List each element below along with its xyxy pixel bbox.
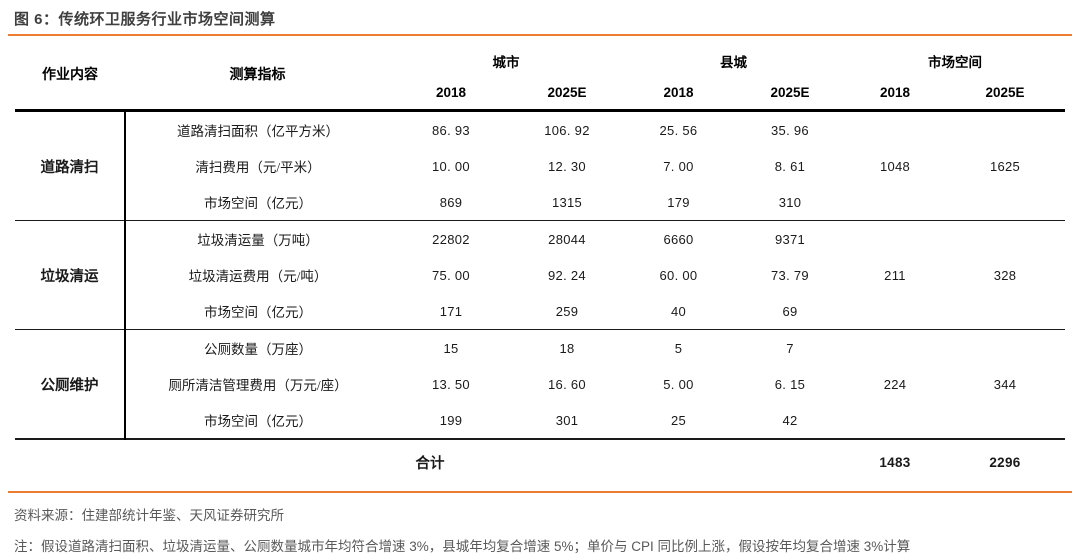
market-space-2025-cell: 328 bbox=[945, 220, 1065, 330]
value-cell: 40 bbox=[670, 303, 687, 319]
section-garbage-removal: 垃圾清运 垃圾清运量（万吨） 22802 28044 6660 9371 211… bbox=[15, 220, 1065, 330]
value-cell: 73. 79 bbox=[771, 267, 809, 283]
market-space-2018-cell: 211 bbox=[845, 220, 945, 330]
indicator-cell: 道路清扫面积（亿平方米） bbox=[177, 124, 339, 139]
value-cell: 5 bbox=[622, 329, 735, 366]
value-cell: 171 bbox=[439, 303, 463, 319]
header-group-county: 县城 bbox=[720, 55, 747, 70]
table-row: 市场空间（亿元） 199 301 25 42 bbox=[15, 402, 1065, 439]
value-cell: 12. 30 bbox=[548, 158, 586, 174]
value-cell: 6. 15 bbox=[774, 376, 806, 392]
value-cell: 5. 00 bbox=[663, 376, 694, 392]
value-cell: 7. 00 bbox=[663, 158, 694, 174]
indicator-cell: 垃圾清运量（万吨） bbox=[125, 220, 390, 257]
table-row: 公厕维护 公厕数量（万座） 15 18 5 7 224 344 bbox=[15, 329, 1065, 439]
value-cell: 9371 bbox=[735, 220, 845, 257]
value-cell: 199 bbox=[439, 412, 463, 428]
market-space-2025-cell: 1625 bbox=[989, 158, 1021, 174]
header-city-2018: 2018 bbox=[390, 76, 512, 112]
value-cell: 28044 bbox=[512, 220, 622, 257]
header-county-2025e: 2025E bbox=[735, 76, 845, 112]
value-cell: 86. 93 bbox=[432, 122, 470, 138]
value-cell: 179 bbox=[667, 194, 690, 210]
market-space-table: 作业内容 测算指标 城市 县城 市场空间 2018 2025E 2018 202… bbox=[15, 38, 1065, 485]
header-market-2018: 2018 bbox=[845, 76, 945, 112]
header-city-2025e: 2025E bbox=[512, 76, 622, 112]
section-public-toilet-maintenance: 公厕维护 公厕数量（万座） 15 18 5 7 224 344 厕所清洁管理费用… bbox=[15, 329, 1065, 439]
header-job-content: 作业内容 bbox=[15, 38, 125, 112]
value-cell: 13. 50 bbox=[432, 376, 470, 392]
value-cell: 25 bbox=[670, 412, 687, 428]
indicator-cell: 垃圾清运费用（元/吨） bbox=[188, 269, 328, 284]
header-indicator: 测算指标 bbox=[125, 38, 390, 112]
header-group-city: 城市 bbox=[492, 55, 520, 70]
market-space-2018-cell: 224 bbox=[845, 329, 945, 439]
value-cell: 7 bbox=[735, 329, 845, 366]
value-cell: 8. 61 bbox=[774, 158, 806, 174]
value-cell: 18 bbox=[512, 329, 622, 366]
table-row: 道路清扫 道路清扫面积（亿平方米） 86. 93 106. 92 25. 56 … bbox=[15, 110, 1065, 221]
value-cell: 259 bbox=[555, 303, 579, 319]
total-label: 合计 bbox=[15, 438, 845, 485]
value-cell: 25. 56 bbox=[659, 122, 698, 138]
value-cell: 310 bbox=[778, 194, 802, 210]
total-market-2018: 1483 bbox=[845, 438, 945, 485]
value-cell: 42 bbox=[782, 412, 798, 428]
indicator-cell: 厕所清洁管理费用（万元/座） bbox=[168, 378, 348, 393]
table-row: 垃圾清运费用（元/吨） 75. 00 92. 24 60. 00 73. 79 bbox=[15, 257, 1065, 293]
value-cell: 92. 24 bbox=[548, 267, 586, 283]
value-cell: 10. 00 bbox=[432, 158, 470, 174]
value-cell: 869 bbox=[439, 194, 463, 210]
indicator-cell: 清扫费用（元/平米） bbox=[195, 160, 321, 175]
table-row: 市场空间（亿元） 869 1315 179 310 bbox=[15, 184, 1065, 221]
table-header: 作业内容 测算指标 城市 县城 市场空间 2018 2025E 2018 202… bbox=[15, 38, 1065, 112]
header-market-2025e: 2025E bbox=[945, 76, 1065, 112]
table-row: 清扫费用（元/平米） 10. 00 12. 30 7. 00 8. 61 bbox=[15, 148, 1065, 184]
table-row: 市场空间（亿元） 171 259 40 69 bbox=[15, 293, 1065, 330]
figure-title: 图 6：传统环卫服务行业市场空间测算 bbox=[14, 11, 276, 28]
note-line: 注：假设道路清扫面积、垃圾清运量、公厕数量城市年均符合增速 3%，县城年均复合增… bbox=[14, 539, 911, 554]
source-line: 资料来源：住建部统计年鉴、天风证券研究所 bbox=[14, 508, 284, 523]
section-label: 道路清扫 bbox=[15, 110, 126, 221]
table-bottom-divider bbox=[8, 491, 1072, 493]
indicator-cell: 市场空间（亿元） bbox=[204, 414, 312, 429]
value-cell: 60. 00 bbox=[659, 267, 698, 283]
section-road-cleaning: 道路清扫 道路清扫面积（亿平方米） 86. 93 106. 92 25. 56 … bbox=[15, 110, 1065, 221]
value-cell: 1315 bbox=[551, 194, 583, 210]
value-cell: 22802 bbox=[390, 220, 512, 257]
value-cell: 6660 bbox=[622, 220, 735, 257]
header-group-market-space: 市场空间 bbox=[928, 55, 982, 70]
value-cell: 75. 00 bbox=[432, 267, 470, 283]
report-figure-page: 图 6：传统环卫服务行业市场空间测算 作业内容 测算指标 城市 县城 市场空间 … bbox=[0, 8, 1080, 554]
section-label: 公厕维护 bbox=[15, 329, 126, 439]
value-cell: 35. 96 bbox=[771, 122, 809, 138]
indicator-cell: 公厕数量（万座） bbox=[125, 329, 390, 366]
title-divider bbox=[8, 34, 1072, 36]
indicator-cell: 市场空间（亿元） bbox=[204, 305, 312, 320]
value-cell: 16. 60 bbox=[548, 376, 586, 392]
table-row: 厕所清洁管理费用（万元/座） 13. 50 16. 60 5. 00 6. 15 bbox=[15, 366, 1065, 402]
market-space-2018-cell: 1048 bbox=[879, 158, 911, 174]
total-row: 合计 1483 2296 bbox=[15, 438, 1065, 485]
table-row: 垃圾清运 垃圾清运量（万吨） 22802 28044 6660 9371 211… bbox=[15, 220, 1065, 330]
header-county-2018: 2018 bbox=[622, 76, 735, 112]
total-market-2025: 2296 bbox=[945, 438, 1065, 485]
section-total: 合计 1483 2296 bbox=[15, 438, 1065, 485]
indicator-cell: 市场空间（亿元） bbox=[204, 196, 312, 211]
section-label: 垃圾清运 bbox=[15, 220, 126, 330]
market-space-2025-cell: 344 bbox=[945, 329, 1065, 439]
value-cell: 15 bbox=[390, 329, 512, 366]
value-cell: 69 bbox=[782, 303, 798, 319]
value-cell: 301 bbox=[555, 412, 579, 428]
value-cell: 106. 92 bbox=[544, 122, 590, 138]
